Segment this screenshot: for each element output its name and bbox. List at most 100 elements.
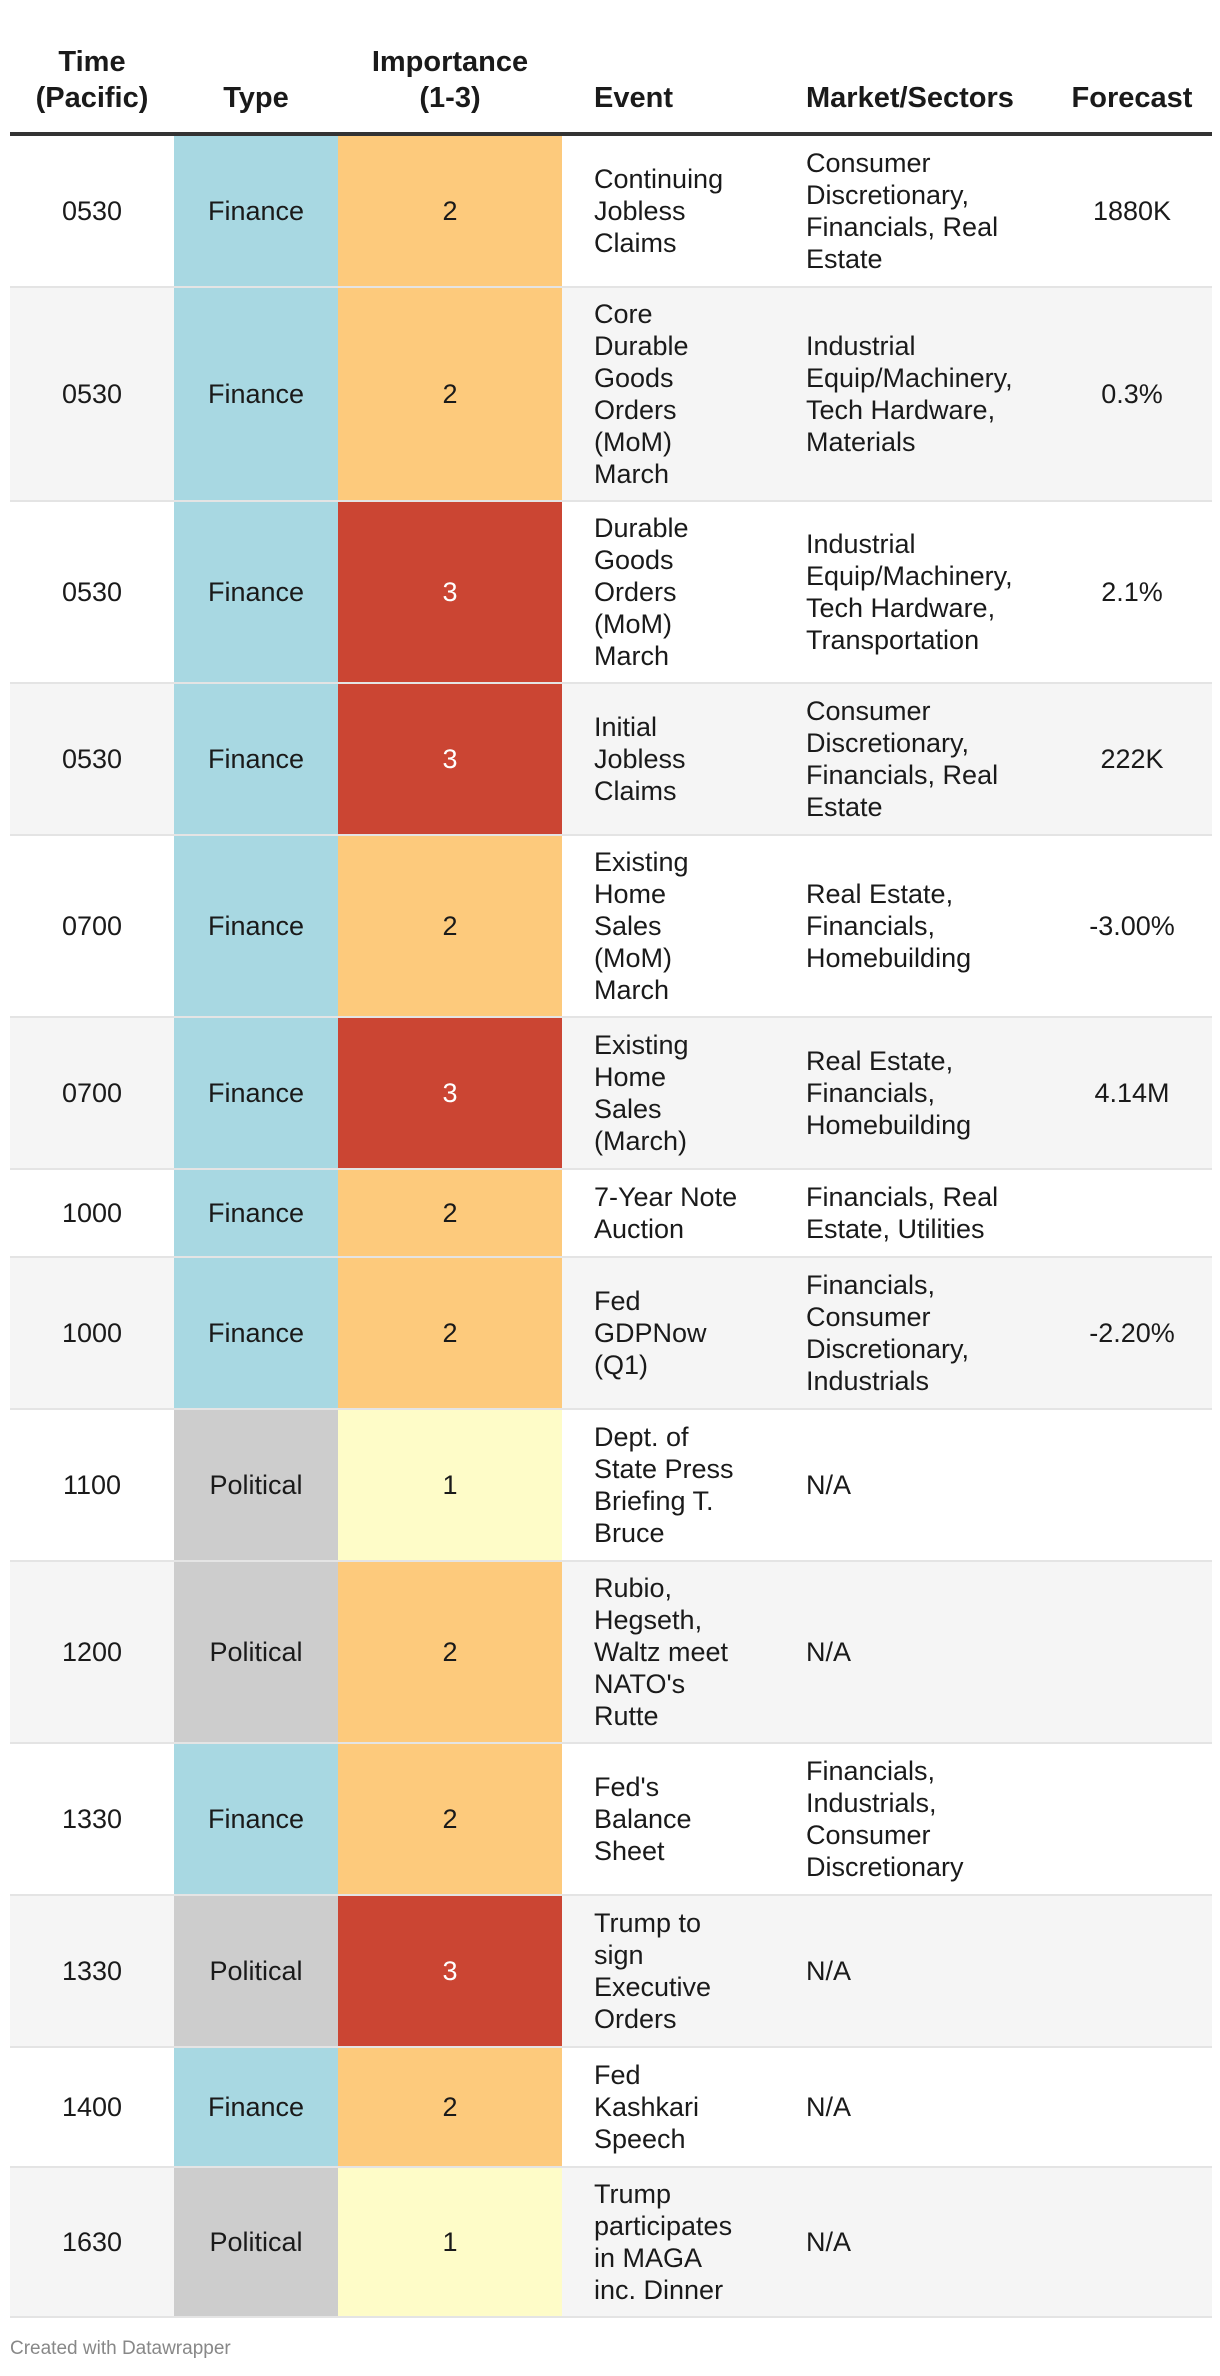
event-cell: Fed's Balance Sheet bbox=[562, 1744, 774, 1894]
market-sectors-cell: N/A bbox=[774, 2048, 1052, 2166]
forecast-cell: 1880K bbox=[1052, 136, 1212, 286]
market-sectors-text: Financials, Consumer Discretionary, Indu… bbox=[806, 1270, 970, 1396]
forecast-cell bbox=[1052, 1562, 1212, 1742]
table-header: Time (Pacific) Type Importance (1-3) Eve… bbox=[10, 0, 1212, 136]
time-cell: 0700 bbox=[10, 836, 174, 1016]
time-text: 1000 bbox=[61, 1318, 123, 1348]
type-text: Finance bbox=[207, 1318, 305, 1348]
time-text: 0530 bbox=[61, 379, 123, 409]
importance-text: 2 bbox=[442, 379, 458, 409]
type-cell: Finance bbox=[174, 288, 338, 500]
market-sectors-text: Consumer Discretionary, Financials, Real… bbox=[806, 696, 999, 822]
forecast-cell bbox=[1052, 1410, 1212, 1560]
importance-cell: 2 bbox=[338, 2048, 562, 2166]
market-sectors-text: Financials, Industrials, Consumer Discre… bbox=[806, 1756, 964, 1882]
time-cell: 1630 bbox=[10, 2168, 174, 2316]
event-cell: Initial Jobless Claims bbox=[562, 684, 774, 834]
type-text: Finance bbox=[207, 1078, 305, 1108]
importance-text: 3 bbox=[442, 1078, 458, 1108]
market-sectors-cell: Industrial Equip/Machinery, Tech Hardwar… bbox=[774, 502, 1052, 682]
type-cell: Finance bbox=[174, 1018, 338, 1168]
importance-cell: 1 bbox=[338, 1410, 562, 1560]
importance-text: 2 bbox=[442, 1318, 458, 1348]
importance-text: 2 bbox=[442, 196, 458, 226]
importance-text: 2 bbox=[442, 1198, 458, 1228]
event-cell: Fed Kashkari Speech bbox=[562, 2048, 774, 2166]
forecast-text: 222K bbox=[1100, 744, 1164, 774]
forecast-cell bbox=[1052, 2048, 1212, 2166]
event-cell: Durable Goods Orders (MoM) March bbox=[562, 502, 774, 682]
table-row: 0700 Finance 2 Existing Home Sales (MoM) Ma… bbox=[10, 836, 1212, 1018]
importance-cell: 3 bbox=[338, 1896, 562, 2046]
table-row: 1330 Finance 2 Fed's Balance Sheet Financial… bbox=[10, 1744, 1212, 1896]
market-sectors-cell: Financials, Consumer Discretionary, Indu… bbox=[774, 1258, 1052, 1408]
time-text: 1000 bbox=[61, 1198, 123, 1228]
market-sectors-text: Real Estate, Financials, Homebuilding bbox=[806, 1046, 972, 1140]
market-sectors-cell: Financials, Industrials, Consumer Discre… bbox=[774, 1744, 1052, 1894]
event-cell: Trump to sign Executive Orders bbox=[562, 1896, 774, 2046]
event-text: Dept. of State Press Briefing T. Bruce bbox=[594, 1422, 734, 1548]
market-sectors-text: Financials, Real Estate, Utilities bbox=[806, 1182, 999, 1244]
table-row: 1100 Political 1 Dept. of State Press Brief… bbox=[10, 1410, 1212, 1562]
event-text: Fed's Balance Sheet bbox=[594, 1772, 692, 1866]
event-cell: Continuing Jobless Claims bbox=[562, 136, 774, 286]
table-row: 0700 Finance 3 Existing Home Sales (March) R… bbox=[10, 1018, 1212, 1170]
event-cell: 7-Year Note Auction bbox=[562, 1170, 774, 1256]
table-row: 1000 Finance 2 7-Year Note Auction Financial… bbox=[10, 1170, 1212, 1258]
market-sectors-text: Consumer Discretionary, Financials, Real… bbox=[806, 148, 999, 274]
event-text: Continuing Jobless Claims bbox=[594, 164, 724, 258]
type-text: Political bbox=[209, 1956, 303, 1986]
type-text: Finance bbox=[207, 2092, 305, 2122]
forecast-text: -3.00% bbox=[1089, 911, 1175, 941]
type-text: Political bbox=[209, 1637, 303, 1667]
type-cell: Finance bbox=[174, 2048, 338, 2166]
event-cell: Existing Home Sales (MoM) March bbox=[562, 836, 774, 1016]
type-cell: Political bbox=[174, 2168, 338, 2316]
type-text: Political bbox=[209, 2227, 303, 2257]
importance-cell: 3 bbox=[338, 1018, 562, 1168]
market-sectors-cell: N/A bbox=[774, 1410, 1052, 1560]
importance-cell: 3 bbox=[338, 502, 562, 682]
forecast-cell: 4.14M bbox=[1052, 1018, 1212, 1168]
time-cell: 1400 bbox=[10, 2048, 174, 2166]
time-cell: 1100 bbox=[10, 1410, 174, 1560]
type-cell: Finance bbox=[174, 1744, 338, 1894]
table-row: 1400 Finance 2 Fed Kashkari Speech N/A bbox=[10, 2048, 1212, 2168]
type-text: Finance bbox=[207, 911, 305, 941]
table-row: 1000 Finance 2 Fed GDPNow (Q1) Financials, C… bbox=[10, 1258, 1212, 1410]
time-text: 0700 bbox=[61, 1078, 123, 1108]
market-sectors-text: N/A bbox=[806, 1956, 852, 1986]
forecast-cell: -3.00% bbox=[1052, 836, 1212, 1016]
event-text: Rubio, Hegseth, Waltz meet NATO's Rutte bbox=[594, 1573, 729, 1731]
forecast-cell: 0.3% bbox=[1052, 288, 1212, 500]
market-sectors-cell: N/A bbox=[774, 1896, 1052, 2046]
type-text: Finance bbox=[207, 1198, 305, 1228]
time-text: 1630 bbox=[61, 2227, 123, 2257]
importance-cell: 2 bbox=[338, 1744, 562, 1894]
time-text: 0530 bbox=[61, 196, 123, 226]
time-cell: 1000 bbox=[10, 1170, 174, 1256]
importance-text: 1 bbox=[442, 1470, 458, 1500]
time-cell: 1330 bbox=[10, 1744, 174, 1894]
forecast-cell: 2.1% bbox=[1052, 502, 1212, 682]
type-cell: Political bbox=[174, 1562, 338, 1742]
time-cell: 0530 bbox=[10, 288, 174, 500]
type-cell: Finance bbox=[174, 836, 338, 1016]
event-cell: Trump participates in MAGA inc. Dinner bbox=[562, 2168, 774, 2316]
event-text: 7-Year Note Auction bbox=[594, 1182, 738, 1244]
type-cell: Finance bbox=[174, 1258, 338, 1408]
time-cell: 1200 bbox=[10, 1562, 174, 1742]
importance-cell: 2 bbox=[338, 136, 562, 286]
type-cell: Finance bbox=[174, 502, 338, 682]
table-row: 1330 Political 3 Trump to sign Executive Or… bbox=[10, 1896, 1212, 2048]
table-row: 1630 Political 1 Trump participates in MAGA… bbox=[10, 2168, 1212, 2318]
market-sectors-cell: Real Estate, Financials, Homebuilding bbox=[774, 1018, 1052, 1168]
market-sectors-cell: Consumer Discretionary, Financials, Real… bbox=[774, 136, 1052, 286]
event-text: Fed Kashkari Speech bbox=[594, 2060, 700, 2154]
time-text: 0700 bbox=[61, 911, 123, 941]
type-text: Finance bbox=[207, 577, 305, 607]
forecast-cell bbox=[1052, 1170, 1212, 1256]
importance-text: 3 bbox=[442, 744, 458, 774]
time-text: 0530 bbox=[61, 577, 123, 607]
time-cell: 1330 bbox=[10, 1896, 174, 2046]
